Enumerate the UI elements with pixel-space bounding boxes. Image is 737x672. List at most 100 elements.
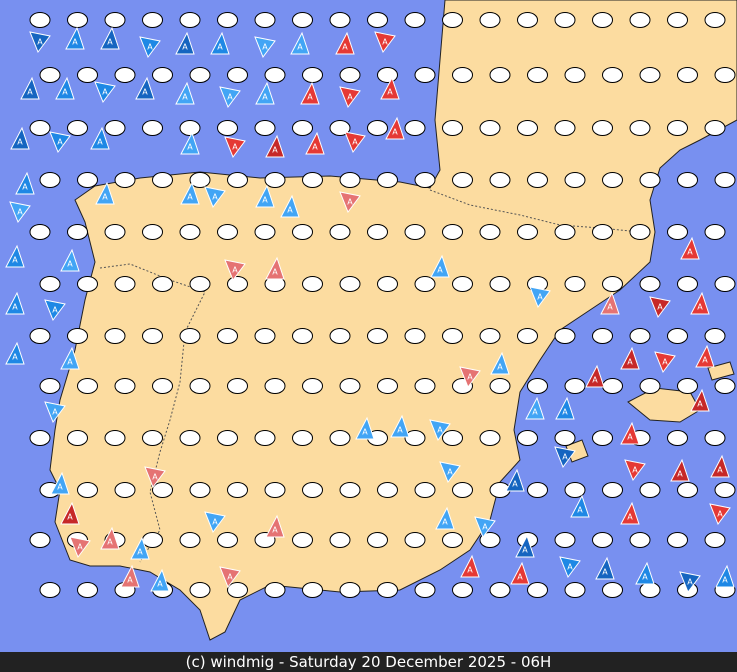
wind-flag-label: A [57, 138, 63, 147]
wind-flag-label: A [262, 196, 268, 205]
wind-flag [175, 31, 195, 55]
wind-flag [10, 126, 30, 150]
menorca [707, 361, 735, 381]
wind-station [527, 482, 548, 498]
wind-station [292, 12, 313, 28]
wind-station [179, 430, 201, 446]
wind-flag-label: A [97, 138, 103, 147]
wind-flag-label: A [232, 266, 238, 275]
wind-flag [529, 286, 551, 309]
wind-station [414, 482, 436, 498]
wind-flag [679, 571, 701, 594]
wind-flag-label: A [37, 38, 43, 47]
wind-flag [390, 414, 410, 438]
wind-station [517, 328, 538, 344]
map: A A A A A A A A A A A A A A A A A A A A A A A A A A A A A A A A A A A A A A A A… [0, 0, 737, 652]
wind-station [554, 120, 576, 136]
wind-flag-label: A [537, 293, 543, 302]
wind-flag-label: A [362, 428, 368, 437]
wind-station [554, 12, 576, 28]
wind-station [404, 12, 426, 28]
wind-station [367, 120, 388, 136]
wind-station [452, 67, 473, 83]
wind-station [489, 172, 511, 188]
wind-flag [94, 81, 116, 104]
wind-station [479, 328, 501, 344]
wind-station [667, 532, 688, 548]
wind-flag-label: A [687, 578, 693, 587]
wind-station [264, 482, 286, 498]
wind-flag [20, 76, 40, 100]
wind-station [479, 120, 501, 136]
wind-station [404, 532, 426, 548]
wind-station [367, 224, 388, 240]
wind-flag [695, 344, 715, 368]
wind-flag [595, 556, 615, 580]
wind-station [442, 328, 463, 344]
wind-flag-label: A [107, 538, 113, 547]
wind-station [414, 172, 436, 188]
wind-station [554, 224, 576, 240]
wind-station [377, 582, 398, 598]
wind-station [639, 378, 661, 394]
wind-flag-label: A [212, 518, 218, 527]
wind-station [302, 276, 323, 292]
wind-station [189, 172, 211, 188]
wind-station [329, 532, 351, 548]
wind-flag [680, 236, 700, 260]
wind-flag [620, 421, 640, 445]
wind-station [292, 224, 313, 240]
wind-flag [635, 561, 655, 585]
wind-flag [624, 459, 646, 482]
wind-flag-label: A [342, 43, 348, 52]
wind-flag [95, 181, 115, 205]
wind-station [77, 172, 98, 188]
wind-station [39, 67, 61, 83]
wind-flag-label: A [717, 466, 723, 475]
wind-station [677, 482, 698, 498]
wind-flag-label: A [67, 513, 73, 522]
wind-station [527, 67, 548, 83]
wind-flag [60, 346, 80, 370]
wind-flag-label: A [627, 433, 633, 442]
wind-station [629, 532, 651, 548]
wind-station [639, 276, 661, 292]
wind-station [104, 12, 126, 28]
wind-flag-label: A [437, 266, 443, 275]
wind-station [29, 224, 51, 240]
wind-station [452, 582, 473, 598]
wind-station [227, 276, 248, 292]
wind-station [29, 12, 51, 28]
wind-station [527, 378, 548, 394]
wind-flag-label: A [657, 303, 663, 312]
wind-station [264, 378, 286, 394]
wind-station [452, 276, 473, 292]
wind-flag-label: A [442, 518, 448, 527]
wind-station [292, 328, 313, 344]
wind-station [292, 532, 313, 548]
wind-station [479, 12, 501, 28]
wind-flag-label: A [27, 88, 33, 97]
wind-flag-label: A [662, 358, 668, 367]
wind-flag-label: A [397, 426, 403, 435]
wind-station [714, 276, 736, 292]
wind-station [104, 430, 126, 446]
wind-flag-label: A [697, 303, 703, 312]
wind-station [329, 328, 351, 344]
wind-station [217, 532, 238, 548]
wind-station [142, 430, 163, 446]
wind-flag [60, 501, 80, 525]
wind-flag [555, 396, 575, 420]
wind-station [442, 430, 463, 446]
wind-station [114, 67, 136, 83]
wind-station [292, 120, 313, 136]
wind-flag-label: A [152, 473, 158, 482]
wind-flag-label: A [12, 303, 18, 312]
wind-station [339, 482, 361, 498]
wind-station [367, 532, 388, 548]
wind-flag [15, 171, 35, 195]
wind-flag-label: A [182, 43, 188, 52]
wind-flag-label: A [297, 43, 303, 52]
wind-flag-label: A [532, 408, 538, 417]
wind-station [377, 378, 398, 394]
